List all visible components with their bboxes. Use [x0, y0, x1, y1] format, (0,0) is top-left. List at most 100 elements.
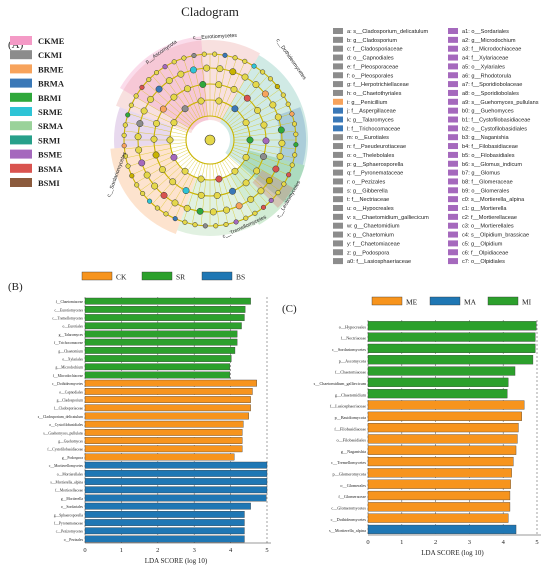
cladogram-node-55: [165, 77, 173, 85]
abbr-swatch-1-20: [448, 205, 458, 211]
panel-c-bar-11: [367, 445, 517, 455]
abbr-swatch-0-4: [333, 63, 343, 70]
abbr-label-0-18: s: g__Gibberella: [347, 188, 389, 194]
cladogram-node-44: [171, 199, 179, 207]
cladogram-node-119: [281, 181, 287, 187]
cladogram-node-94: [139, 84, 145, 90]
cladogram-node-76: [202, 223, 208, 229]
cladogram-node-83: [140, 190, 146, 197]
panel-c-bar-label-14: o__Glomerales: [340, 483, 366, 488]
cladogram-node-112: [289, 111, 295, 117]
cladogram-node-64: [269, 101, 277, 109]
cladogram-branch-40: [166, 65, 199, 120]
panel-b-bar-label-27: f__Pyronemataceae: [54, 522, 83, 526]
abbr-swatch-1-0: [448, 28, 458, 34]
cladogram-node-69: [272, 165, 280, 173]
abbr-label-1-6: a7: f__Sporidiobolaceae: [462, 82, 522, 88]
cladogram-node-49: [135, 146, 143, 154]
abbr-swatch-1-9: [448, 107, 458, 114]
cladogram-branch-31: [124, 130, 187, 138]
cladogram-node-114: [293, 131, 299, 137]
abbr-label-1-18: b9: o__Glomerales: [462, 188, 509, 194]
panel-c-tick-label-2: 2: [434, 539, 437, 546]
cladogram-node-4: [197, 175, 205, 183]
cladogram-node-85: [129, 173, 135, 179]
cladogram-branch-48: [217, 58, 237, 118]
abbr-swatch-1-14: [448, 151, 458, 158]
cladogram-node-18: [213, 192, 221, 199]
cladogram-node-21: [169, 178, 177, 186]
abbreviation-legend: a: s__Cladosporium_delicatulum b: g__Clad…: [333, 28, 539, 265]
panel-c-bar-label-18: s__Mortierella_alpina: [329, 528, 366, 533]
panel-c-bar-9: [367, 423, 519, 433]
cladogram-node-43: [183, 204, 191, 212]
panel-b-tick-label-4: 4: [229, 547, 233, 554]
panel-b-bar-25: [84, 502, 251, 510]
panel-b-lda-chart: CK SR BS f__Chaetomiaceae c__Eurotiomycetesc…: [38, 271, 271, 565]
abbr-swatch-1-22: [448, 222, 458, 229]
panel-b-bar-label-10: c__Dothideomycetes: [52, 382, 84, 386]
cladogram-node-79: [172, 216, 178, 222]
cladogram-branch-56: [231, 104, 289, 131]
abbr-label-1-20: c1: g__Mortierella: [462, 206, 507, 212]
cladogram-node-117: [289, 162, 295, 168]
cladogram-node-28: [184, 85, 191, 93]
cladogram-node-86: [125, 163, 131, 169]
cladogram-node-8: [170, 119, 178, 127]
panel-c-bar-13: [367, 468, 512, 478]
cladogram-branch-58: [233, 121, 295, 136]
abbr-swatch-1-25: [448, 249, 458, 256]
cladogram-node-113: [291, 121, 298, 127]
cladogram-node-6: [170, 153, 178, 161]
cladogram-node-5: [181, 167, 189, 175]
cladogram-node-24: [150, 135, 158, 143]
panel-c-tick-label-3: 3: [468, 539, 471, 546]
panel-b-bar-20: [84, 461, 268, 469]
cladogram-node-104: [232, 55, 238, 61]
cladogram-branch-13: [214, 163, 229, 225]
panel-c-bar-label-13: p__Glomeromycota: [333, 472, 367, 477]
panel-b-bar-28: [84, 527, 245, 535]
panel-b-bar-23: [84, 486, 268, 494]
abbr-swatch-1-15: [448, 160, 458, 167]
panel-b-bar-label-16: s__Guehomyces_pullulans: [43, 431, 83, 435]
panel-c-bar-label-3: p__Ascomycota: [339, 358, 366, 363]
cladogram-node-22: [159, 166, 166, 174]
panel-c-tick-label-0: 0: [366, 539, 369, 546]
clade-sector-bsma: [252, 170, 294, 208]
panel-c-bar-label-0: o__Hypocreales: [339, 324, 367, 329]
panel-label-b: (B): [8, 281, 23, 293]
panel-b-bar-label-2: c__Tremellomycetes: [52, 317, 83, 321]
abbr-label-0-16: q: f__Pyronemataceae: [347, 171, 403, 177]
panel-b-bar-label-20: c__Mortierellomycetes: [49, 464, 84, 468]
cladogram-node-25: [153, 120, 160, 127]
cladogram-node-27: [170, 93, 178, 101]
cladogram-node-96: [153, 70, 160, 76]
abbr-label-1-17: b8: f__Glomeraceae: [462, 179, 513, 185]
cladogram-node-65: [274, 113, 282, 121]
panel-b-bar-24: [84, 494, 267, 502]
panel-b-bar-label-26: g__Sphaerosporella: [54, 513, 84, 517]
abbr-label-1-9: b0: g__Guehomyces: [462, 109, 514, 115]
abbr-label-0-23: x: g__Chaetomium: [347, 233, 394, 239]
abbr-swatch-0-14: [333, 151, 343, 158]
cladogram-node-70: [260, 204, 267, 210]
cladogram-node-31: [230, 85, 238, 93]
cladogram-node-68: [276, 152, 284, 160]
cladogram-node-105: [242, 58, 248, 64]
panel-b-bar-label-0: f__Chaetomiaceae: [56, 300, 84, 304]
abbr-swatch-1-11: [448, 125, 458, 132]
cladogram-branch-5: [230, 151, 285, 184]
panel-c-bar-label-17: c__Dothideomycetes: [331, 517, 367, 522]
legend-swatch-srma: [10, 121, 32, 131]
panel-b-bar-12: [84, 396, 251, 403]
cladogram-node-108: [267, 76, 273, 82]
abbr-swatch-0-25: [333, 249, 343, 256]
abbr-label-0-20: u: o__Hypocreales: [347, 206, 394, 212]
cladogram-node-106: [251, 63, 257, 69]
legend-swatch-bsmi: [10, 178, 32, 187]
panel-c-bar-14: [367, 479, 511, 489]
abbr-swatch-0-13: [333, 143, 343, 150]
panel-b-tick-label-0: 0: [83, 547, 86, 554]
cladogram-node-67: [278, 139, 286, 147]
